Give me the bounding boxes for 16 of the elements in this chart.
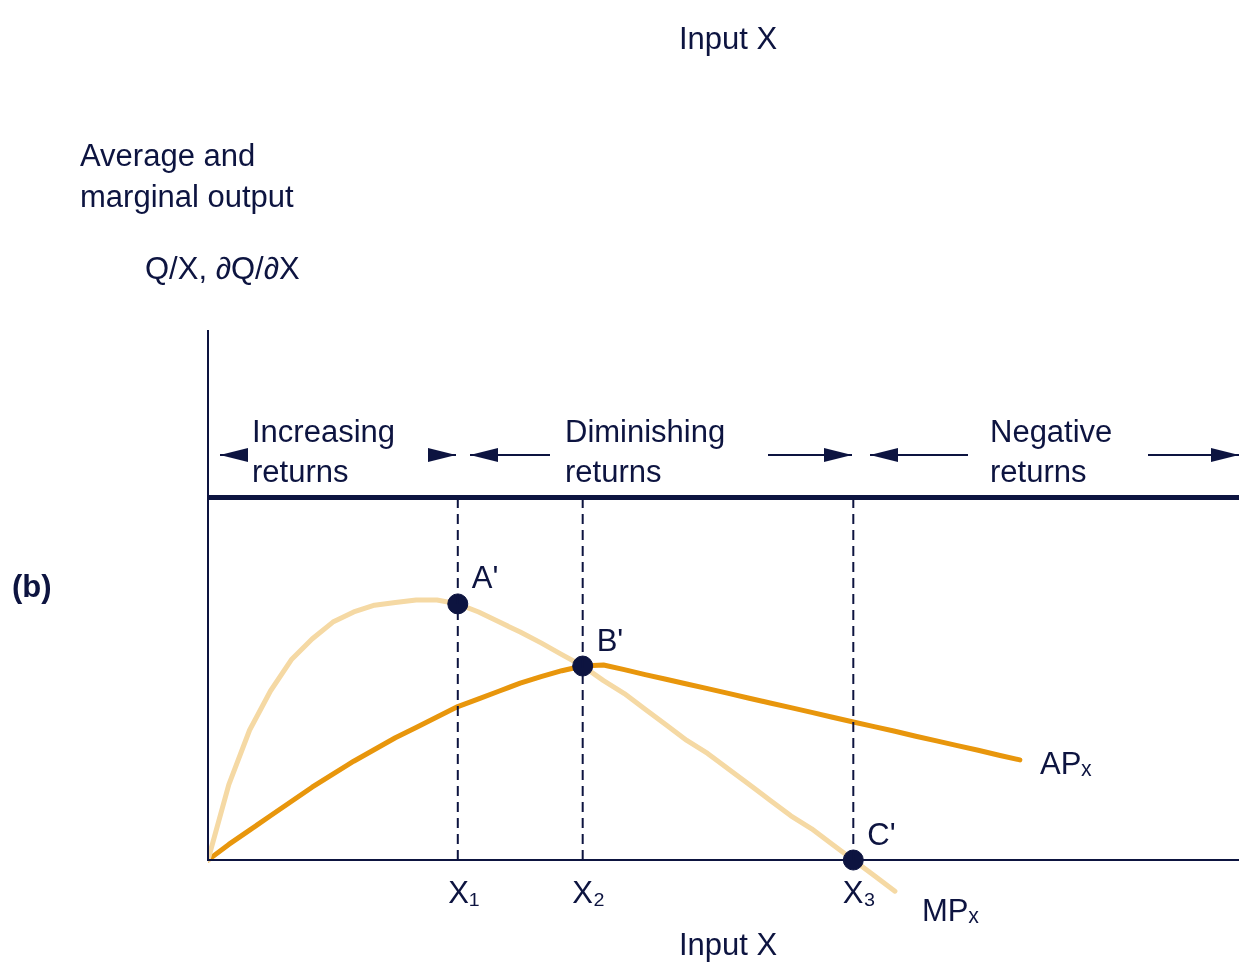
text: Negative returns	[990, 413, 1113, 489]
text: Input X	[678, 20, 778, 56]
x-tick-label: X₁	[448, 874, 480, 910]
annotation: A'	[471, 560, 499, 596]
text: Average and marginal output	[80, 137, 295, 214]
text: MPₓ	[922, 892, 980, 928]
x-tick-label: X₂	[572, 874, 606, 910]
x-axis-title: Input X	[678, 926, 778, 962]
text: Diminishing returns	[565, 413, 726, 489]
annotation: B'	[596, 622, 624, 658]
text: Q/X, ∂Q/∂X	[145, 250, 300, 286]
annotation: C'	[867, 816, 896, 852]
x-tick-label: X₃	[842, 874, 876, 910]
text: (b)	[12, 568, 52, 604]
text: Increasing returns	[252, 413, 396, 489]
annotation: APₓ	[1040, 745, 1093, 781]
